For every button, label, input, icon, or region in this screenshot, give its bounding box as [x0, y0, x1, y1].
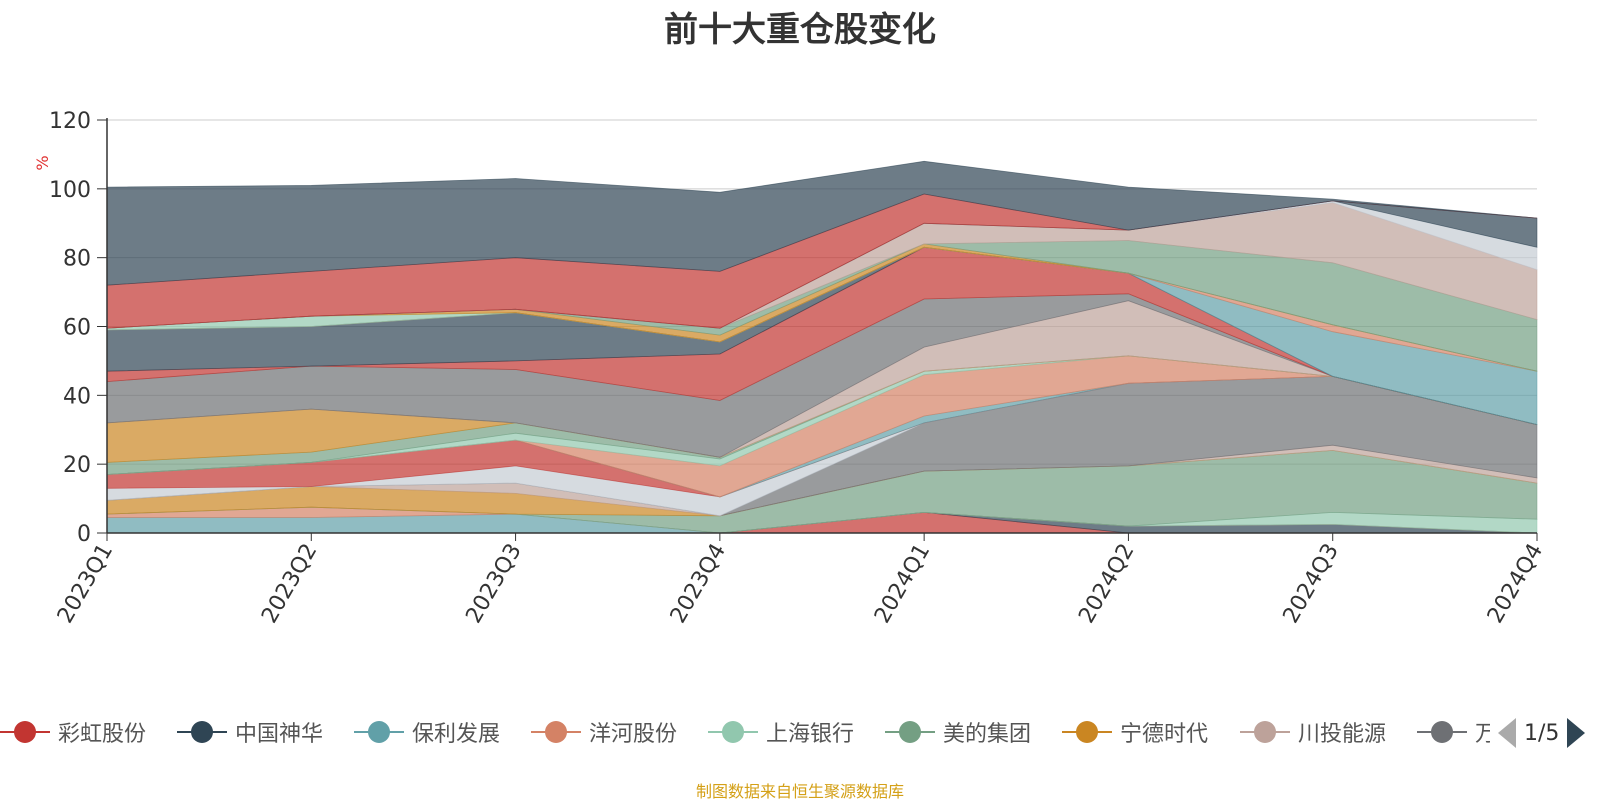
x-tick-label: 2023Q1 [53, 540, 118, 628]
legend-label: 保利发展 [412, 722, 501, 747]
y-tick-label: 20 [63, 453, 91, 478]
area-series-layer [106, 160, 1538, 534]
x-tick-label: 2024Q3 [1279, 540, 1344, 628]
x-tick-label: 2024Q2 [1074, 540, 1139, 628]
legend-item[interactable]: 洋河股份 [531, 712, 677, 752]
legend-marker-icon [885, 717, 935, 747]
chart-title: 前十大重仓股变化 [664, 10, 936, 50]
legend-marker-icon [708, 717, 758, 747]
x-tick-label: 2023Q3 [461, 540, 526, 628]
y-tick-label: 80 [63, 247, 91, 272]
area-series-30 [106, 160, 1538, 286]
y-tick-label: 120 [49, 109, 91, 134]
legend-marker-icon [177, 717, 227, 747]
legend-marker-icon [1062, 717, 1112, 747]
legend-item[interactable]: 中国神华 [177, 712, 323, 752]
legend-label: 万华化学 [1475, 722, 1490, 747]
legend-label: 宁德时代 [1120, 722, 1209, 747]
x-tick-label: 2024Q1 [870, 540, 935, 628]
legend-pager: 1/5 [1498, 715, 1586, 751]
legend-label: 美的集团 [943, 722, 1032, 747]
y-tick-label: 40 [63, 384, 91, 409]
legend-prev-page-icon[interactable] [1498, 718, 1516, 748]
legend-marker-icon [531, 717, 581, 747]
legend-item[interactable]: 保利发展 [354, 712, 500, 752]
legend-item[interactable]: 上海银行 [708, 712, 854, 752]
legend-marker-icon [1417, 717, 1467, 747]
legend-item[interactable]: 彩虹股份 [0, 712, 146, 752]
legend-page-indicator: 1/5 [1524, 720, 1560, 746]
y-tick-label: 0 [77, 522, 91, 547]
legend-item[interactable]: 宁德时代 [1062, 712, 1208, 752]
legend-marker-icon [1240, 717, 1290, 747]
legend-item[interactable]: 万华化学 [1417, 712, 1490, 752]
y-tick-label: 100 [49, 178, 91, 203]
legend-marker-icon [354, 717, 404, 747]
x-tick-label: 2023Q2 [257, 540, 322, 628]
legend: 彩虹股份 中国神华 保利发展 洋河股份 上海银行 美的集团 宁德时代 川投能源 万华化学 [0, 712, 1490, 752]
legend-label: 洋河股份 [589, 722, 678, 747]
legend-label: 川投能源 [1298, 722, 1387, 747]
legend-item[interactable]: 美的集团 [885, 712, 1031, 752]
x-tick-label: 2023Q4 [666, 540, 731, 628]
y-tick-label: 60 [63, 316, 91, 341]
legend-label: 上海银行 [766, 722, 855, 747]
legend-label: 彩虹股份 [58, 722, 147, 747]
x-tick-label: 2024Q4 [1483, 540, 1548, 628]
y-axis-unit-label: % [33, 155, 52, 170]
stacked-area-chart: 0 20 40 60 80 100 120 2023Q1 2023Q2 2023Q3 2023Q4 2… [33, 109, 1548, 628]
legend-item[interactable]: 川投能源 [1240, 712, 1386, 752]
legend-next-page-icon[interactable] [1567, 718, 1586, 748]
legend-marker-icon [0, 717, 50, 747]
legend-label: 中国神华 [235, 722, 324, 747]
source-note: 制图数据来自恒生聚源数据库 [695, 782, 904, 801]
